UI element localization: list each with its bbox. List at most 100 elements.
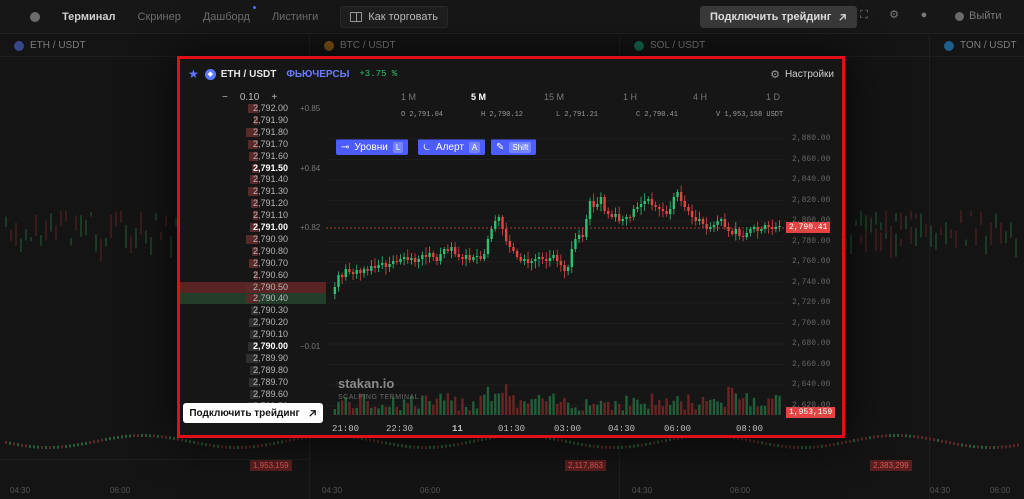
order-book-row[interactable]: 2,790.00 [180,341,326,352]
order-book-row[interactable]: 2,790.30 [180,305,326,316]
candle-body [647,199,650,201]
price-chart[interactable]: 1 M 5 M 15 M 1 H 4 H 1 D O 2,791.04 H 2,790.1… [326,89,842,435]
order-book-row[interactable]: 2,791.00 [180,222,326,233]
step-plus-button[interactable]: + [271,92,278,103]
volume-bar [636,399,639,415]
order-book-row[interactable]: 2,790.50 [180,281,326,293]
bg-candle [461,442,463,446]
volume-bar [712,399,716,415]
logo[interactable] [30,11,40,22]
order-book-row[interactable]: 2,791.70 [180,139,326,150]
timeframe-4h[interactable]: 4 H [693,92,708,102]
levels-tool-button[interactable]: ⊸ Уровни L [336,139,409,155]
candle-body [734,229,738,234]
how-to-trade-button[interactable]: Как торговать [340,5,449,28]
connect-trading-top-button[interactable]: Подключить трейдинг [700,6,858,28]
order-book-row[interactable]: 2,790.20 [180,317,326,328]
candle-body [745,233,748,237]
order-book-row[interactable]: 2,790.40 [180,293,326,305]
nav-dashboard[interactable]: Дашборд [203,5,256,23]
fullscreen-icon[interactable]: ⛶ [860,9,868,21]
bg-candle [745,438,747,442]
market-type[interactable]: ФЬЮЧЕРСЫ [286,68,350,80]
timeframe-1d[interactable]: 1 D [766,92,781,102]
order-book-row[interactable]: 2,791.10 [180,210,326,221]
bg-candle [865,230,867,253]
bg-volume-tag: 1,953,159 [250,460,292,471]
gear-icon[interactable]: ⚙ [889,9,899,21]
bg-candle [121,435,123,439]
ruler-tool-button[interactable]: ✎ Shift [491,139,537,155]
order-book-row[interactable]: 2,789.60 [180,389,326,400]
timeframe-5m[interactable]: 5 M [471,92,487,102]
timeframe-1h[interactable]: 1 H [623,92,638,102]
order-book-row[interactable]: 2,791.60 [180,151,326,162]
order-book-row[interactable]: 2,790.90 [180,234,326,245]
timeframe-1m[interactable]: 1 M [401,92,417,102]
order-book-price: 2,791.00 [253,222,289,232]
nav-screener[interactable]: Скринер [137,10,181,23]
order-book-row[interactable]: 2,791.40 [180,174,326,185]
volume-bar [727,386,730,415]
bg-candle [1015,238,1017,258]
bg-candle [425,445,427,449]
bg-candle [257,444,259,448]
order-book-row[interactable]: 2,792.00 [180,103,326,114]
bg-candle [945,222,947,245]
bg-candle [761,441,763,445]
candle-body [760,229,763,231]
candle-body [778,226,781,227]
nav-listings[interactable]: Листинги [271,10,319,23]
bg-candle [120,210,122,223]
volume-bar [504,384,508,415]
order-book-bar [250,330,258,340]
logout-button[interactable]: Выйти [955,10,1002,22]
timeframe-15m[interactable]: 15 M [544,92,565,102]
order-book-row[interactable]: 2,789.90 [180,353,326,364]
bg-volume-tag: 2,383,299 [870,460,912,471]
candle-body [468,255,471,260]
volume-bar [679,401,683,415]
bg-candle [769,442,771,446]
step-minus-button[interactable]: − [222,92,228,103]
bg-candle [429,445,431,449]
bg-candle [60,210,62,227]
bg-candle [55,225,57,240]
bg-candle [105,437,107,441]
user-icon[interactable]: ● [920,9,928,21]
bg-volume-tag: 2,117,863 [565,460,606,471]
volume-bar [621,410,625,415]
order-book-row[interactable]: 2,789.80 [180,365,326,376]
order-book-row[interactable]: 2,789.70 [180,377,326,388]
order-book-bar [250,365,258,375]
order-book-row[interactable]: 2,790.10 [180,329,326,340]
order-book-bar [250,223,258,232]
order-book-row[interactable]: 2,791.30 [180,186,326,197]
bg-candle [165,435,167,439]
bg-candle [975,227,977,246]
connect-trading-button[interactable]: Подключить трейдинг [183,403,323,423]
order-book-price: 2,791.40 [253,174,289,185]
order-book-row[interactable]: 2,791.90 [180,115,326,126]
settings-button[interactable]: ⚙ Настройки [770,68,834,81]
bg-candle [809,445,811,449]
candle-body [705,224,708,229]
nav-terminal[interactable]: Терминал [62,10,116,23]
order-book-row[interactable]: 2,790.70 [180,258,326,269]
bg-candle [10,229,12,242]
star-icon[interactable]: ★ [188,67,199,81]
top-icons: ⛶ ⚙ ● [858,9,930,21]
bg-candle [945,440,947,444]
y-tick-label: 2,700.00 [792,318,831,328]
bg-candle [113,436,115,440]
order-book-row[interactable]: 2,791.20 [180,198,326,209]
alert-tool-button[interactable]: ⏾ Алерт A [418,139,486,155]
bg-candle [821,444,823,448]
volume-bar [366,401,369,415]
candle-body [566,267,570,271]
order-book-row[interactable]: 2,790.80 [180,246,326,257]
order-book-row[interactable]: 2,790.60 [180,270,326,281]
volume-bar [348,402,351,415]
order-book-row[interactable]: 2,791.80 [180,127,326,138]
order-book-row[interactable]: 2,791.50 [180,163,326,174]
